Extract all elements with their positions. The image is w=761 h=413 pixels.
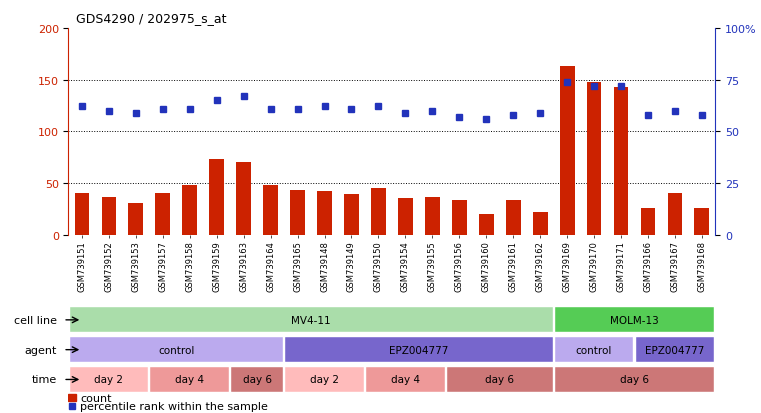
Text: percentile rank within the sample: percentile rank within the sample [81,401,269,411]
Bar [587,83,601,235]
Bar [155,194,170,235]
Bar [506,201,521,235]
Bar [447,367,552,392]
Bar [236,163,251,235]
Bar [555,337,633,362]
Bar [231,367,283,392]
Text: time: time [32,375,57,385]
Bar [641,208,655,235]
Bar [555,308,715,332]
Bar [398,199,412,235]
Bar [667,194,683,235]
Bar [285,367,364,392]
Bar [68,394,76,401]
Bar [209,160,224,235]
Bar [635,337,715,362]
Bar [101,198,116,235]
Text: control: control [576,345,613,355]
Bar [317,192,332,235]
Text: MV4-11: MV4-11 [291,315,331,325]
Text: MOLM-13: MOLM-13 [610,315,659,325]
Bar [371,189,386,235]
Bar [533,212,548,235]
Text: EPZ004777: EPZ004777 [389,345,448,355]
Bar [613,88,629,235]
Bar [183,185,197,235]
Text: day 6: day 6 [243,375,272,385]
Text: agent: agent [24,345,57,355]
Bar [452,201,466,235]
Bar [366,367,444,392]
Text: control: control [158,345,195,355]
Bar [479,214,494,235]
Bar [151,367,229,392]
Text: day 2: day 2 [94,375,123,385]
Bar [285,337,552,362]
Bar [695,208,709,235]
Bar [69,367,148,392]
Text: day 2: day 2 [310,375,339,385]
Bar [129,203,143,235]
Bar [263,185,278,235]
Bar [425,198,440,235]
Text: day 4: day 4 [391,375,420,385]
Bar [75,194,89,235]
Text: EPZ004777: EPZ004777 [645,345,705,355]
Bar [559,67,575,235]
Text: day 6: day 6 [486,375,514,385]
Bar [69,337,283,362]
Bar [344,195,359,235]
Text: count: count [81,393,112,403]
Text: day 6: day 6 [620,375,649,385]
Text: cell line: cell line [14,315,57,325]
Bar [290,191,305,235]
Bar [555,367,715,392]
Text: day 4: day 4 [175,375,204,385]
Text: GDS4290 / 202975_s_at: GDS4290 / 202975_s_at [76,12,227,25]
Bar [69,308,552,332]
